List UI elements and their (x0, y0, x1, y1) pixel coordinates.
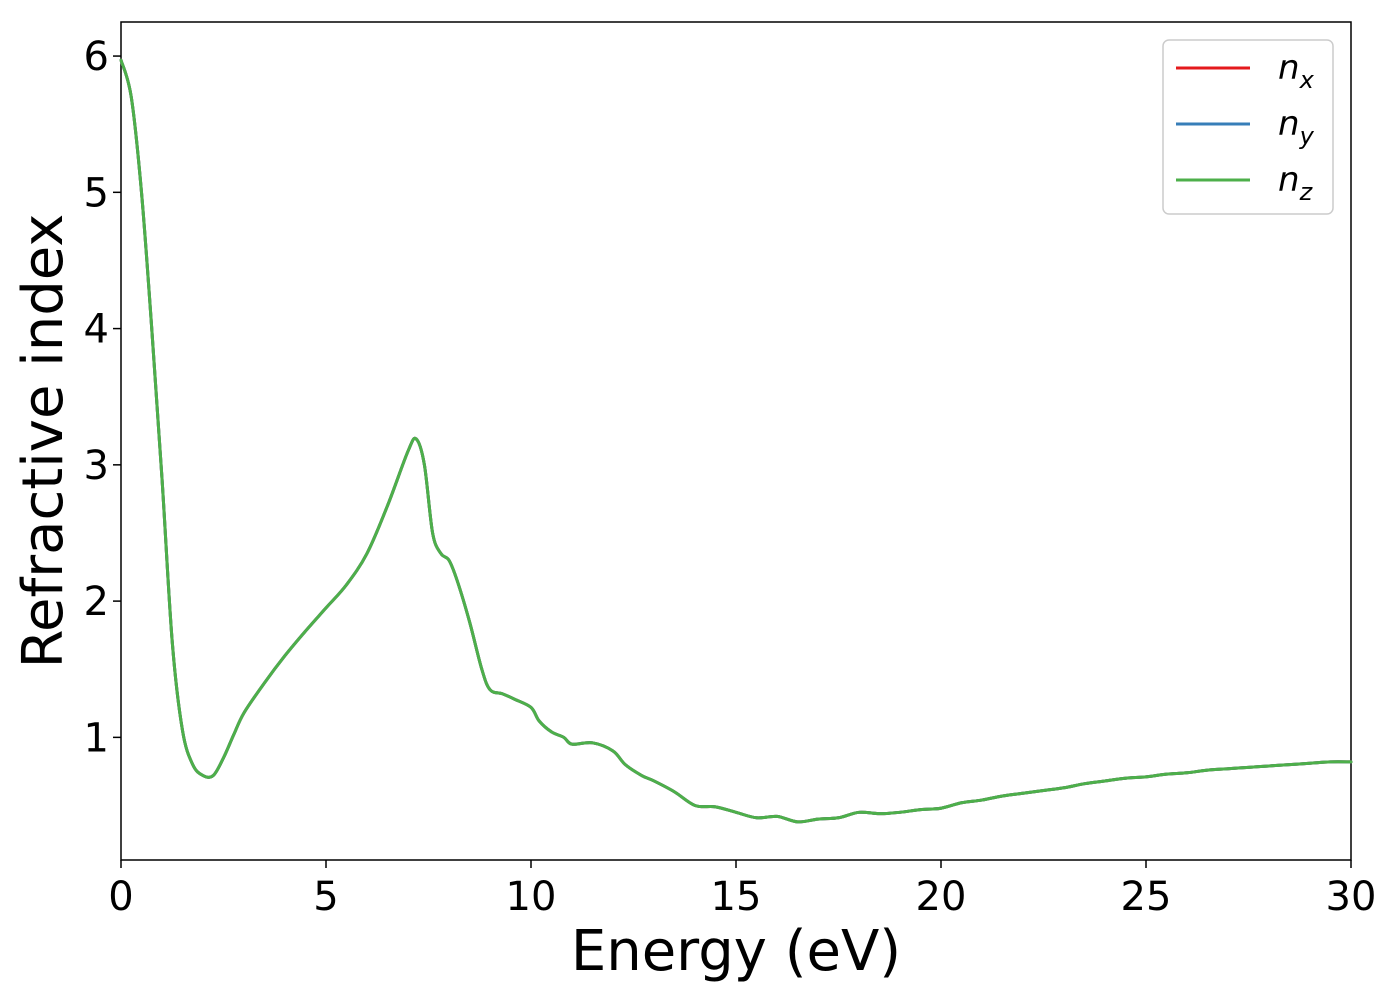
y-tick-label: 3 (84, 443, 109, 489)
y-axis-ticks: 1 2 3 4 5 6 (84, 34, 121, 761)
x-axis-ticks: 0 5 10 15 20 25 30 (108, 860, 1376, 920)
x-tick-label: 20 (916, 874, 967, 920)
legend-label-base: n (1278, 160, 1300, 200)
plot-area (120, 21, 1352, 861)
y-tick-label: 1 (84, 715, 109, 761)
x-tick-label: 30 (1326, 874, 1377, 920)
series-layer (119, 58, 1353, 824)
x-tick-label: 0 (108, 874, 133, 920)
legend-label-base: n (1278, 48, 1300, 88)
y-tick-label: 4 (84, 307, 109, 353)
legend-label-subscript: x (1299, 66, 1315, 94)
legend-label-nx: nx (1278, 48, 1315, 94)
x-tick-label: 10 (506, 874, 557, 920)
legend-label-subscript: y (1299, 122, 1315, 150)
y-tick-label: 6 (84, 34, 109, 80)
x-tick-label: 15 (711, 874, 762, 920)
y-axis-label: Refractive index (11, 214, 76, 669)
legend-box (1162, 39, 1334, 215)
x-tick-label: 25 (1121, 874, 1172, 920)
x-tick-label: 5 (313, 874, 338, 920)
y-tick-label: 5 (84, 170, 109, 216)
y-tick-label: 2 (84, 579, 109, 625)
series-line-nz (119, 58, 1353, 824)
legend-label-base: n (1278, 104, 1300, 144)
legend-label-nz: nz (1278, 160, 1314, 206)
legend-label-ny: ny (1278, 104, 1315, 150)
x-axis-label: Energy (eV) (571, 919, 901, 984)
legend-label-subscript: z (1299, 178, 1314, 206)
